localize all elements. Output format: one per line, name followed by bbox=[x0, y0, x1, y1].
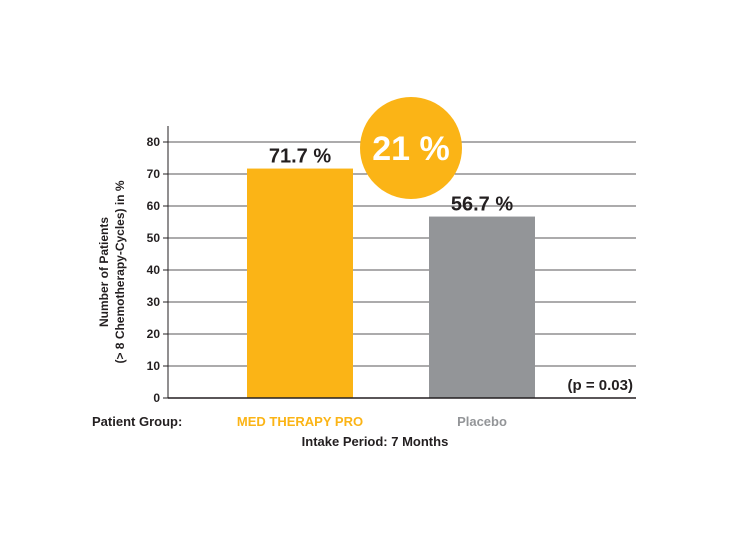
value-labels: 71.7 % 56.7 % bbox=[269, 146, 513, 216]
y-tick-label-50: 50 bbox=[147, 231, 161, 245]
value-label-med-therapy-pro: 71.7 % bbox=[269, 146, 331, 168]
bar-placebo bbox=[429, 216, 535, 398]
gridlines bbox=[168, 141, 636, 367]
bars bbox=[247, 168, 535, 398]
y-tick-labels: 0 10 20 30 40 50 60 70 80 bbox=[147, 135, 168, 405]
y-tick-label-20: 20 bbox=[147, 327, 161, 341]
y-tick-label-0: 0 bbox=[153, 391, 160, 405]
value-label-placebo: 56.7 % bbox=[451, 194, 513, 216]
y-tick-label-80: 80 bbox=[147, 135, 161, 149]
y-tick-label-10: 10 bbox=[147, 359, 161, 373]
bar-med-therapy-pro bbox=[247, 168, 353, 398]
category-label-placebo: Placebo bbox=[457, 414, 507, 429]
y-tick-label-30: 30 bbox=[147, 295, 161, 309]
difference-badge-circle bbox=[360, 97, 462, 199]
difference-badge-text: 21 % bbox=[372, 130, 450, 168]
y-tick-label-70: 70 bbox=[147, 167, 161, 181]
y-tick-label-40: 40 bbox=[147, 263, 161, 277]
x-axis-label: Intake Period: 7 Months bbox=[302, 434, 449, 449]
y-axis-label: Number of Patients (> 8 Chemotherapy-Cyc… bbox=[97, 180, 127, 363]
y-axis-label-line-1: Number of Patients bbox=[97, 217, 111, 327]
y-tick-label-60: 60 bbox=[147, 199, 161, 213]
category-label-med-therapy-pro: MED THERAPY PRO bbox=[237, 414, 363, 429]
p-value-annotation: (p = 0.03) bbox=[568, 377, 633, 394]
y-axis-label-line-2: (> 8 Chemotherapy-Cycles) in % bbox=[113, 180, 127, 363]
patient-group-label: Patient Group: bbox=[92, 414, 182, 429]
